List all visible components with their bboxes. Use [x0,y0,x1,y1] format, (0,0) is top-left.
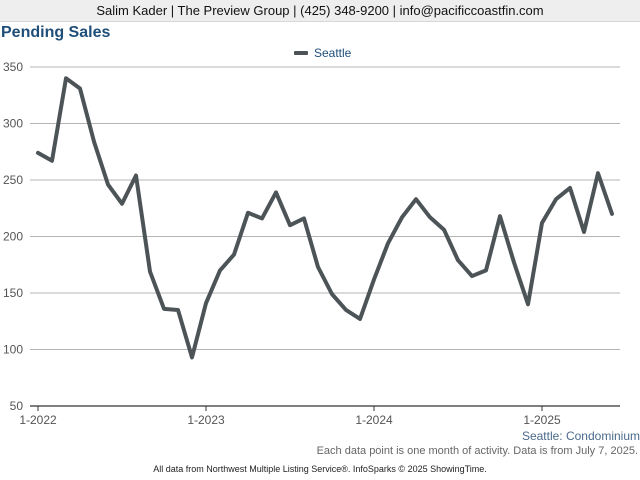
data-point [456,259,460,262]
data-point [330,292,334,296]
data-point [498,214,502,218]
legend-swatch-icon [294,51,308,55]
data-note: Each data point is one month of activity… [316,445,638,457]
data-point [260,217,264,220]
data-point [274,191,278,194]
series-caption: Seattle: Condominium [521,429,640,443]
data-point [484,269,488,272]
data-point [288,224,292,227]
data-point [106,183,110,186]
data-point [582,230,586,234]
data-point [64,77,68,80]
x-tick-label: 1-2024 [355,413,393,427]
header-contact-bar: Salim Kader | The Preview Group | (425) … [0,0,640,22]
data-point [302,217,306,220]
series-line-seattle [36,76,614,360]
data-point [540,221,544,225]
y-tick-label: 100 [3,343,23,357]
data-point [554,198,558,201]
data-point [176,308,180,312]
data-point [246,211,250,214]
data-point [92,140,96,143]
data-point [386,242,390,245]
chart-title: Pending Sales [1,24,111,41]
data-point [36,151,40,155]
legend-label: Seattle [314,46,352,60]
data-point [120,202,124,205]
y-tick-label: 50 [10,399,24,413]
x-tick-label: 1-2022 [19,413,57,427]
data-point [414,198,418,201]
header-contact-text: Salim Kader | The Preview Group | (425) … [96,3,544,18]
data-point [162,307,166,311]
data-point [512,261,516,264]
data-point [610,212,614,216]
data-point [134,174,138,177]
y-tick-label: 200 [3,230,23,244]
data-point [218,269,222,272]
data-point [400,216,404,219]
data-point [428,216,432,219]
data-point [204,301,208,305]
data-point [442,228,446,231]
x-tick-label: 1-2023 [187,413,225,427]
data-point [526,303,530,306]
data-point [232,253,236,256]
y-tick-label: 350 [3,60,23,74]
chart-legend[interactable]: Seattle [294,46,351,60]
y-tick-label: 300 [3,117,23,131]
data-point [148,270,152,273]
data-point [344,308,348,312]
footer-attribution: All data from Northwest Multiple Listing… [153,464,487,474]
data-point [596,172,600,175]
data-point [568,186,572,190]
data-point [190,356,194,359]
data-point [50,159,54,162]
y-tick-label: 250 [3,173,23,187]
y-tick-label: 150 [3,286,23,300]
data-point [372,278,376,281]
data-point [470,274,474,278]
data-point [78,87,82,90]
data-point [316,265,320,269]
x-tick-label: 1-2025 [523,413,561,427]
data-point [358,317,362,321]
